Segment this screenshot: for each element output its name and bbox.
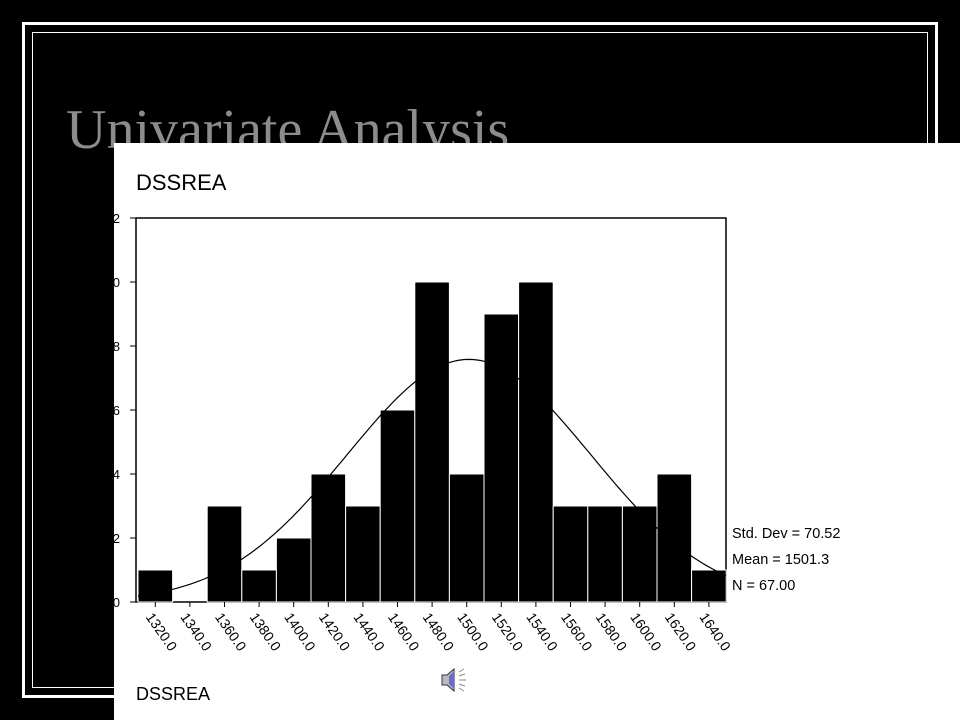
bar-1580.0 xyxy=(587,505,623,603)
x-tick-label: 1340.0 xyxy=(177,610,215,654)
x-tick-label: 1540.0 xyxy=(523,610,561,654)
stat-mean: Mean = 1501.3 xyxy=(732,552,829,568)
y-tick-label: 2 xyxy=(113,531,120,546)
speaker-icon[interactable] xyxy=(441,667,466,693)
x-tick-label: 1440.0 xyxy=(350,610,388,654)
x-tick-label: 1620.0 xyxy=(662,610,700,654)
stat-n: N = 67.00 xyxy=(732,578,795,594)
y-tick-label: 4 xyxy=(113,467,120,482)
x-tick-label: 1460.0 xyxy=(385,610,423,654)
bar-1420.0 xyxy=(310,473,347,603)
bar-1520.0 xyxy=(483,313,520,603)
x-tick-label: 1520.0 xyxy=(489,610,527,654)
y-tick-label: 6 xyxy=(113,403,120,418)
bars-group xyxy=(137,281,727,603)
y-tick-label: 0 xyxy=(113,595,120,610)
y-ticks-group: 0 2 4 6 8 10 12 xyxy=(106,211,136,610)
bar-1600.0 xyxy=(621,505,658,603)
bar-1400.0 xyxy=(275,537,312,603)
x-tick-label: 1380.0 xyxy=(247,610,285,654)
bar-1440.0 xyxy=(345,505,381,603)
bar-1360.0 xyxy=(206,505,243,603)
x-tick-label: 1560.0 xyxy=(558,610,596,654)
x-tick-label: 1320.0 xyxy=(143,610,181,654)
x-tick-label: 1500.0 xyxy=(454,610,492,654)
x-tick-label: 1420.0 xyxy=(316,610,354,654)
x-tick-label: 1640.0 xyxy=(696,610,734,654)
x-tick-label: 1360.0 xyxy=(212,610,250,654)
bar-1480.0 xyxy=(414,281,450,603)
bar-1460.0 xyxy=(379,409,416,603)
x-tick-label: 1400.0 xyxy=(281,610,319,654)
y-axis-label: Frequency xyxy=(61,509,80,590)
chart-title: DSSREA xyxy=(136,170,227,195)
y-tick-label: 12 xyxy=(106,211,120,226)
bar-1640.0 xyxy=(691,569,727,603)
bar-1320.0 xyxy=(137,569,174,603)
bar-1620.0 xyxy=(656,473,693,603)
normal-curve xyxy=(137,358,727,597)
x-tick-label: 1580.0 xyxy=(593,610,631,654)
x-ticks-group: 1320.01340.01360.01380.01400.01420.01440… xyxy=(143,602,734,654)
stat-std-dev: Std. Dev = 70.52 xyxy=(732,526,840,542)
y-tick-label: 8 xyxy=(113,339,120,354)
x-tick-label: 1600.0 xyxy=(627,610,665,654)
x-tick-label: 1480.0 xyxy=(420,610,458,654)
y-tick-label: 10 xyxy=(106,275,120,290)
bar-1560.0 xyxy=(552,505,589,603)
bar-1380.0 xyxy=(241,569,277,603)
bar-1500.0 xyxy=(448,473,485,603)
bar-1540.0 xyxy=(518,281,554,603)
x-axis-label: DSSREA xyxy=(136,684,210,704)
